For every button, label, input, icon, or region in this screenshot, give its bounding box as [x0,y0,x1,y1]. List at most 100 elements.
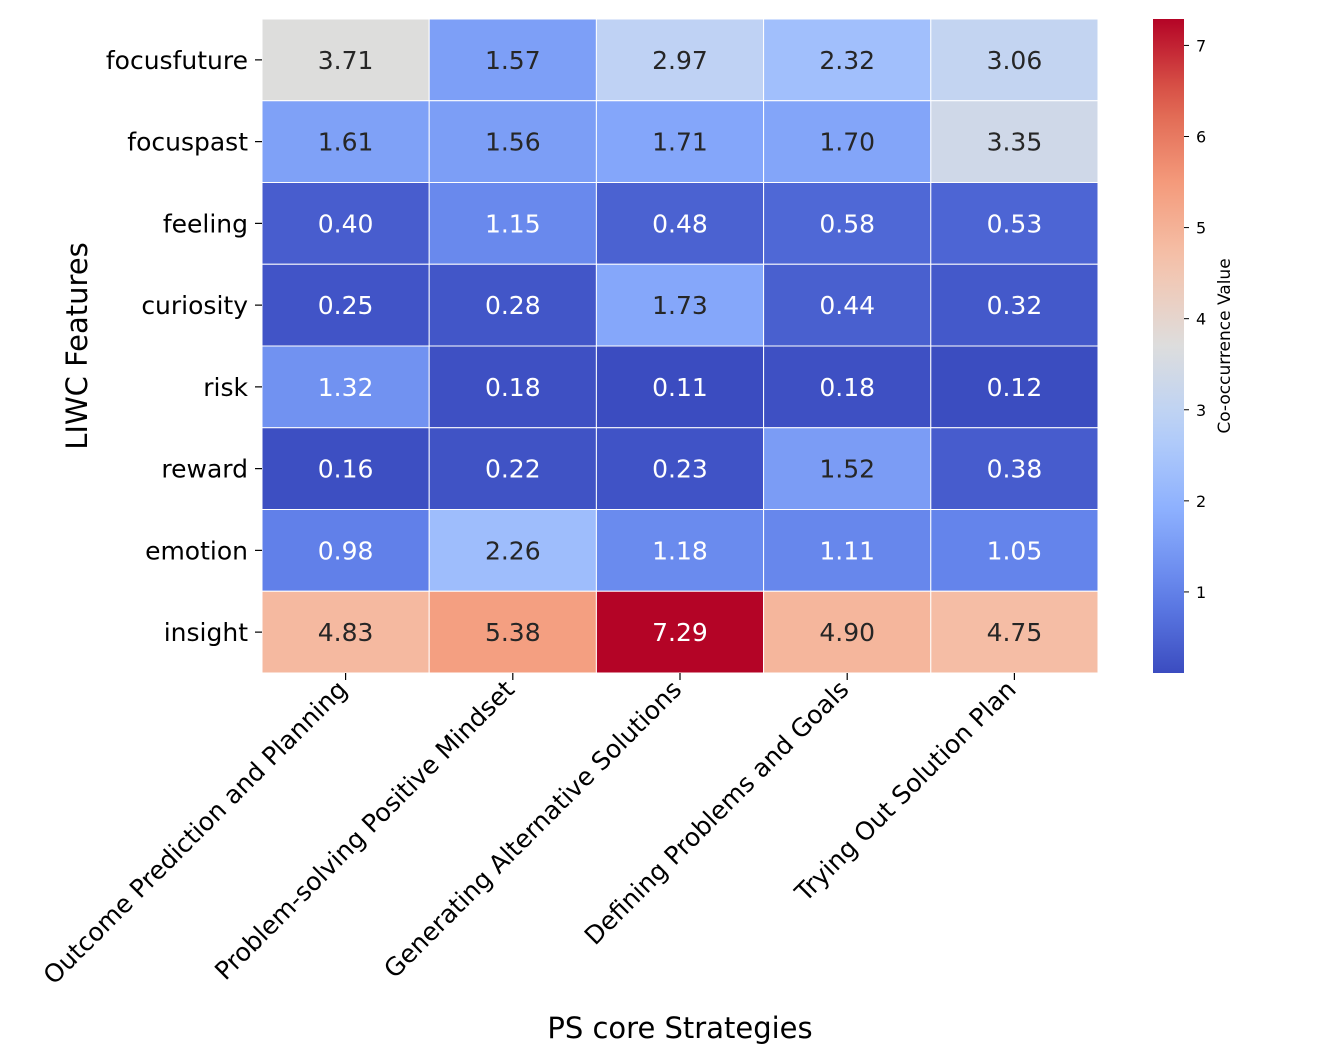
y-tick-label: emotion [145,536,248,565]
heatmap-cell [930,100,1099,183]
cell-value-label: 1.71 [652,128,708,157]
heatmap-cell [763,590,932,674]
colorbar-label: Co-occurrence Value [1215,258,1235,433]
heatmap-cell [763,18,932,102]
cell-value-label: 3.06 [987,46,1043,75]
heatmap-cell [930,263,1099,347]
y-tick-label: focusfuture [106,46,248,75]
cell-value-label: 0.12 [987,373,1043,402]
y-tick-label: reward [161,455,248,484]
heatmap-cell [428,18,597,102]
cell-value-label: 0.25 [318,291,374,320]
cell-value-label: 0.44 [819,291,875,320]
cell-value-label: 3.71 [318,46,374,75]
cell-value-label: 2.32 [819,46,875,75]
heatmap-cell [595,263,765,347]
cell-value-label: 0.11 [652,373,708,402]
y-tick-label: focuspast [127,128,248,157]
heatmap-cell [763,427,932,510]
cell-value-label: 0.22 [485,455,541,484]
heatmap-cell [595,345,765,429]
cell-value-label: 7.29 [652,618,708,647]
x-tick-label: Problem-solving Positive Mindset [209,675,520,986]
heatmap-cell [595,427,765,510]
x-tick-label: Outcome Prediction and Planning [38,675,353,990]
cell-value-label: 1.61 [318,128,374,157]
y-axis-label: LIWC Features [60,242,94,450]
cell-value-label: 2.26 [485,536,541,565]
cell-value-label: 1.05 [987,536,1043,565]
cell-value-label: 1.70 [819,128,875,157]
cell-value-label: 0.32 [987,291,1043,320]
heatmap-cell [428,590,597,674]
heatmap-cell [930,590,1099,674]
cell-value-label: 0.40 [318,209,374,238]
heatmap-cell [930,509,1099,592]
heatmap-cell [595,590,765,674]
y-tick-label: feeling [163,209,248,238]
cell-value-label: 1.18 [652,536,708,565]
cell-value-label: 1.15 [485,209,541,238]
colorbar: 1 2 3 4 5 6 7 [1153,19,1206,673]
cell-value-label: 0.18 [485,373,541,402]
colorbar-gradient [1153,19,1184,673]
cell-value-label: 0.28 [485,291,541,320]
heatmap-cell [930,345,1099,429]
cell-value-label: 0.23 [652,455,708,484]
colorbar-tick-label: 4 [1196,310,1206,329]
y-tick-label: insight [164,618,248,647]
heatmap-cell [261,509,430,592]
heatmap-cell-labels: 3.71 1.57 2.97 2.32 3.06 1.61 1.56 1.71 1.70 3.35… [318,46,1042,647]
cell-value-label: 4.83 [318,618,374,647]
y-tick-label: curiosity [141,291,248,320]
cell-value-label: 0.53 [987,209,1043,238]
cell-value-label: 1.32 [318,373,374,402]
y-axis-ticks: focusfuture focuspast feeling curiosity risk… [106,46,262,647]
cell-value-label: 4.75 [987,618,1043,647]
heatmap-cell [930,182,1099,265]
cell-value-label: 5.38 [485,618,541,647]
cell-value-label: 1.11 [819,536,875,565]
cell-value-label: 0.38 [987,455,1043,484]
colorbar-tick-label: 7 [1196,36,1206,55]
x-axis-label: PS core Strategies [547,1011,812,1045]
heatmap-cell [595,182,765,265]
heatmap-cell [261,18,430,102]
cell-value-label: 1.56 [485,128,541,157]
cell-value-label: 0.48 [652,209,708,238]
cell-value-label: 2.97 [652,46,708,75]
heatmap-cell [930,427,1099,510]
y-tick-label: risk [203,373,248,402]
heatmap-cell [261,345,430,429]
heatmap-cell [428,182,597,265]
heatmap-cell [261,100,430,183]
heatmap-cell [595,100,765,183]
cell-value-label: 3.35 [987,128,1043,157]
cell-value-label: 1.57 [485,46,541,75]
cell-value-label: 0.16 [318,455,374,484]
colorbar-tick-label: 3 [1196,401,1206,420]
heatmap-cell [595,18,765,102]
cell-value-label: 1.52 [819,455,875,484]
heatmap-cell [930,18,1099,102]
heatmap-cell [763,263,932,347]
heatmap-cell [763,182,932,265]
cell-value-label: 0.58 [819,209,875,238]
heatmap-cell [428,427,597,510]
heatmap-cell [428,345,597,429]
x-tick-label: Generating Alternative Solutions [378,675,687,984]
heatmap-cell [261,590,430,674]
x-axis-ticks: Outcome Prediction and PlanningProblem-s… [38,673,1022,990]
cell-value-label: 0.98 [318,536,374,565]
colorbar-tick-label: 1 [1196,583,1206,602]
cell-value-label: 1.73 [652,291,708,320]
colorbar-tick-label: 6 [1196,128,1206,147]
cell-value-label: 4.90 [819,618,875,647]
x-tick-label: Defining Problems and Goals [579,675,855,951]
colorbar-tick-label: 5 [1196,219,1206,238]
colorbar-tick-label: 2 [1196,492,1206,511]
heatmap-cell [428,263,597,347]
cell-value-label: 0.18 [819,373,875,402]
heatmap-cells [261,18,1099,674]
